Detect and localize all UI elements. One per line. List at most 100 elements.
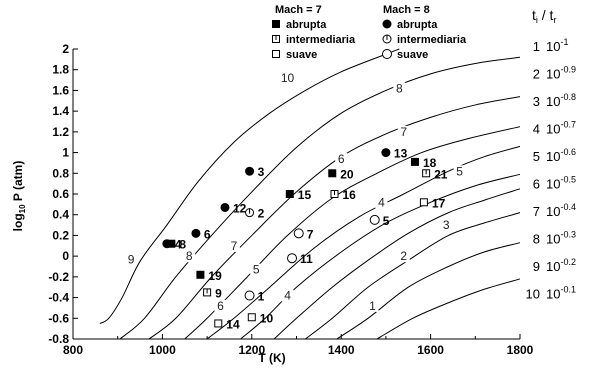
point-label-15: 15 [298, 188, 312, 202]
data-point-5 [369, 214, 380, 225]
data-point-21 [422, 169, 431, 178]
contour-label: 1 [369, 299, 376, 313]
ratio-row-value: 10-0.9 [546, 65, 576, 82]
contour-label: 6 [338, 152, 345, 166]
y-tick-label: -0.2 [48, 270, 69, 284]
point-label-14: 14 [226, 317, 240, 331]
point-label-10: 10 [260, 311, 274, 325]
contour-label: 4 [378, 195, 385, 209]
contour-label-bg [183, 250, 196, 263]
x-axis-title: T (K) [258, 351, 285, 365]
point-label-20: 20 [340, 167, 354, 181]
y-axis-title: log10 P (atm) [11, 161, 27, 232]
contour-label-bg [335, 152, 348, 165]
legend-marker-mach8-abrupta [382, 19, 392, 29]
legend-label-mach7-suave: suave [286, 49, 317, 61]
ratio-row-index: 3 [533, 94, 540, 109]
ratio-row-index: 4 [533, 122, 540, 137]
contour-label-bg [453, 165, 466, 178]
ratio-row-value: 10-0.8 [546, 92, 576, 109]
x-tick-label: 1200 [238, 343, 265, 357]
contour-label-bg [281, 72, 294, 85]
data-point-13 [381, 148, 391, 158]
y-tick-label: 0.8 [52, 166, 69, 180]
ratio-row-index: 9 [533, 259, 540, 274]
x-tick-label: 1600 [417, 343, 444, 357]
legend-marker-mach8-suave [382, 49, 392, 59]
contour-label: 5 [253, 263, 260, 277]
contour-label-bg [214, 299, 227, 312]
data-point-17 [419, 198, 428, 207]
legend-marker-mach7-intermediaria [272, 35, 280, 43]
y-tick-label: 2 [62, 42, 69, 56]
contour-label: 4 [284, 289, 291, 303]
point-label-5: 5 [383, 214, 390, 228]
ratio-row-value: 10-0.2 [546, 257, 576, 274]
ratio-row-value: 10-0.4 [546, 202, 576, 219]
y-tick-label: -0.6 [48, 311, 69, 325]
point-label-16: 16 [342, 188, 356, 202]
ratio-row-index: 2 [533, 67, 540, 82]
y-tick-label: 0 [62, 249, 69, 263]
point-label-13: 13 [394, 147, 408, 161]
contour-label: 5 [456, 164, 463, 178]
contour-line-5 [240, 173, 521, 340]
data-point-11 [287, 253, 298, 264]
x-tick-label: 800 [63, 343, 83, 357]
ratio-row-index: 6 [533, 177, 540, 192]
y-tick-label: -0.4 [48, 291, 69, 305]
contour-line-1 [376, 278, 521, 340]
data-point-19 [196, 270, 205, 279]
point-label-11: 11 [300, 252, 313, 266]
legend-label-mach8-abrupta: abrupta [397, 19, 438, 31]
data-point-15 [285, 190, 294, 198]
x-tick-label: 1400 [328, 343, 355, 357]
point-label-18: 18 [423, 156, 437, 170]
legend-label-mach8-intermediaria: intermediaria [397, 34, 467, 46]
point-label-7: 7 [307, 227, 314, 241]
contour-label-bg [250, 263, 263, 276]
ratio-table-rows: 1 10-1 2 10-0.9 3 10-0.8 4 10-0.7 5 10-0.6 6 10-0.5… [526, 37, 576, 302]
contour-label: 9 [128, 252, 135, 266]
data-point-12 [220, 202, 230, 212]
point-label-8: 8 [179, 238, 186, 252]
contour-line-2 [336, 242, 521, 340]
y-tick-label: 0.2 [52, 228, 69, 242]
contour-label-bg [125, 253, 138, 266]
y-ticks: -0.8 -0.6 -0.4 -0.2 0 0.2 0.4 0.6 0.8 1 1.2 1.4 1.6 1… [48, 42, 78, 346]
contour-line-6 [206, 145, 521, 340]
data-point-14 [214, 319, 223, 328]
y-tick-label: -0.8 [48, 332, 69, 346]
point-label-17: 17 [432, 196, 446, 210]
contour-label-bg [440, 219, 453, 232]
ratio-row-value: 10-0.6 [546, 147, 576, 164]
legend-marker-mach8-intermediaria [382, 34, 392, 44]
point-label-6: 6 [204, 227, 211, 241]
contour-label-bg [366, 299, 379, 312]
contour-label: 6 [217, 299, 224, 313]
ratio-table: ti / tr 1 10-1 2 10-0.9 3 10-0.8 4 10-0.7 5 10-0.… [526, 7, 576, 302]
ratio-row-value: 10-1 [546, 37, 568, 54]
contour-label-bg [397, 125, 410, 138]
contour-label: 3 [443, 218, 450, 232]
legend-mach7-title: Mach = 7 [275, 4, 322, 16]
data-point-18 [410, 157, 419, 166]
data-point-9 [203, 288, 212, 297]
ratio-row-index: 1 [533, 39, 540, 54]
y-tick-label: 0.4 [52, 208, 69, 222]
x-tick-label: 1800 [507, 343, 534, 357]
contour-line-9 [119, 56, 521, 340]
contour-line-4 [273, 188, 521, 340]
y-tick-label: 1.2 [52, 125, 69, 139]
data-point-1 [244, 290, 255, 301]
ratio-row-index: 7 [533, 204, 540, 219]
ratio-row-value: 10-0.7 [546, 120, 576, 137]
data-point-2 [245, 208, 255, 218]
x-ticks: 800 1000 1200 1400 1600 1800 [63, 334, 534, 357]
contour-label: 2 [400, 249, 407, 263]
data-point-3 [245, 166, 255, 176]
y-tick-label: 1.8 [52, 63, 69, 77]
point-label-21: 21 [434, 167, 448, 181]
